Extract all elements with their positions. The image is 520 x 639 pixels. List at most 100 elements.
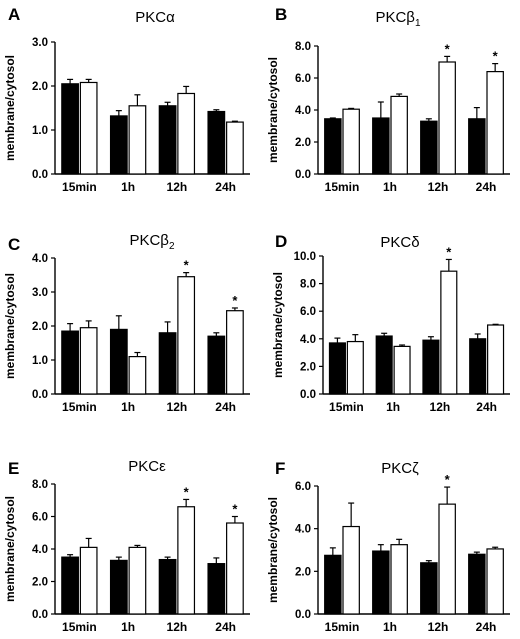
y-tick-label: 8.0 <box>300 279 316 291</box>
y-tick-label: 2.0 <box>32 321 48 333</box>
significance-star: * <box>445 41 451 56</box>
y-tick-label: 2.0 <box>32 577 48 589</box>
bar-white <box>342 525 360 615</box>
panel-title-text: PKCζ <box>381 460 419 477</box>
bar-black <box>61 83 79 175</box>
bar-black <box>324 118 342 175</box>
bar-white <box>177 506 196 615</box>
panel-title-text: PKCβ <box>375 9 415 26</box>
bar-black <box>468 553 486 615</box>
bar-black <box>61 556 79 615</box>
bar-white <box>440 270 458 395</box>
bar-black <box>158 332 177 395</box>
significance-star: * <box>446 244 452 259</box>
y-tick-label: 3.0 <box>32 37 48 49</box>
bar-black <box>372 117 390 175</box>
y-tick-label: 0.0 <box>32 389 48 401</box>
x-tick-label: 12h <box>428 620 449 634</box>
y-axis-label: membrane/cytosol <box>271 272 285 378</box>
significance-star: * <box>232 502 238 517</box>
bar-white <box>79 81 98 175</box>
bar-white <box>486 70 504 175</box>
bar-white <box>390 544 408 615</box>
panel-letter: B <box>275 5 287 24</box>
bar-white <box>438 503 456 615</box>
x-tick-label: 1h <box>383 180 397 194</box>
significance-star: * <box>184 484 190 499</box>
x-tick-label: 24h <box>215 400 236 414</box>
x-tick-label: 12h <box>167 400 188 414</box>
bar-black <box>375 335 393 395</box>
panel-letter: E <box>8 459 19 478</box>
panel-title-text: PKCβ <box>129 232 169 249</box>
bar-black <box>207 563 226 615</box>
bar-black <box>324 554 342 615</box>
y-tick-label: 1.0 <box>32 125 48 137</box>
y-tick-label: 0.0 <box>32 609 48 621</box>
bar-white <box>177 276 196 395</box>
y-tick-label: 8.0 <box>32 479 48 491</box>
bar-white <box>79 546 98 615</box>
panel-d: D PKCδ membrane/cytosol 0.0 2.0 4.0 6.0 8.0 10.0… <box>271 232 510 414</box>
bar-white <box>438 61 456 175</box>
y-tick-label: 6.0 <box>295 73 311 85</box>
significance-star: * <box>493 49 499 64</box>
bar-white <box>128 105 147 175</box>
y-tick-label: 4.0 <box>295 105 311 117</box>
bar-white <box>486 548 504 615</box>
x-tick-label: 1h <box>383 620 397 634</box>
panel-letter: C <box>8 235 20 254</box>
panel-letter: A <box>8 5 20 24</box>
panel-title: PKCδ <box>380 234 419 251</box>
x-tick-label: 15min <box>325 620 360 634</box>
panel-title: PKCζ <box>381 460 419 477</box>
bar-white <box>226 121 244 175</box>
y-tick-label: 0.0 <box>300 389 316 401</box>
bar-black <box>109 328 128 395</box>
panel-letter: D <box>275 232 287 251</box>
bar-white <box>342 108 360 175</box>
panel-title: PKCε <box>128 458 166 475</box>
y-tick-label: 4.0 <box>295 524 311 536</box>
x-tick-label: 15min <box>62 620 97 634</box>
significance-star: * <box>184 258 190 273</box>
y-tick-label: 4.0 <box>300 334 316 346</box>
bar-black <box>420 120 438 175</box>
panel-title: PKCβ2 <box>129 232 174 252</box>
panel-e: E PKCε membrane/cytosol 0.0 2.0 4.0 6.0 8.0 15mi… <box>3 458 250 634</box>
panel-title-subscript: 2 <box>169 241 175 252</box>
x-tick-label: 15min <box>325 180 360 194</box>
y-tick-label: 2.0 <box>300 361 316 373</box>
bar-white <box>177 92 196 175</box>
x-tick-label: 15min <box>62 400 97 414</box>
y-tick-label: 0.0 <box>295 609 311 621</box>
x-tick-label: 15min <box>62 180 97 194</box>
x-tick-label: 24h <box>476 620 497 634</box>
y-tick-label: 8.0 <box>295 41 311 53</box>
bar-black <box>158 558 177 615</box>
panel-a: A PKCα membrane/cytosol 0.0 1.0 2.0 3.0 15min 1h… <box>3 5 250 194</box>
bar-white <box>128 546 147 615</box>
bar-black <box>372 550 390 615</box>
x-tick-label: 1h <box>121 620 135 634</box>
panel-title-text: PKCδ <box>380 234 419 251</box>
bar-black <box>469 338 487 395</box>
significance-star: * <box>445 472 451 487</box>
bar-white <box>487 324 505 395</box>
bar-black <box>61 330 79 395</box>
panel-title-subscript: 1 <box>415 18 421 29</box>
panel-c: C PKCβ2 membrane/cytosol 0.0 1.0 2.0 3.0 4.0 15m… <box>3 232 250 414</box>
x-tick-label: 12h <box>430 400 451 414</box>
panel-title-text: PKCα <box>135 9 175 26</box>
panel-b: B PKCβ1 membrane/cytosol 0.0 2.0 4.0 6.0 8.0 15m… <box>266 5 510 194</box>
y-axis-label: membrane/cytosol <box>3 496 17 602</box>
x-tick-label: 24h <box>476 400 497 414</box>
y-tick-label: 2.0 <box>295 137 311 149</box>
y-tick-label: 2.0 <box>32 81 48 93</box>
x-tick-label: 1h <box>386 400 400 414</box>
y-axis-label: membrane/cytosol <box>266 497 280 603</box>
bar-black <box>422 339 440 395</box>
x-tick-label: 12h <box>167 620 188 634</box>
bar-white <box>128 356 147 395</box>
